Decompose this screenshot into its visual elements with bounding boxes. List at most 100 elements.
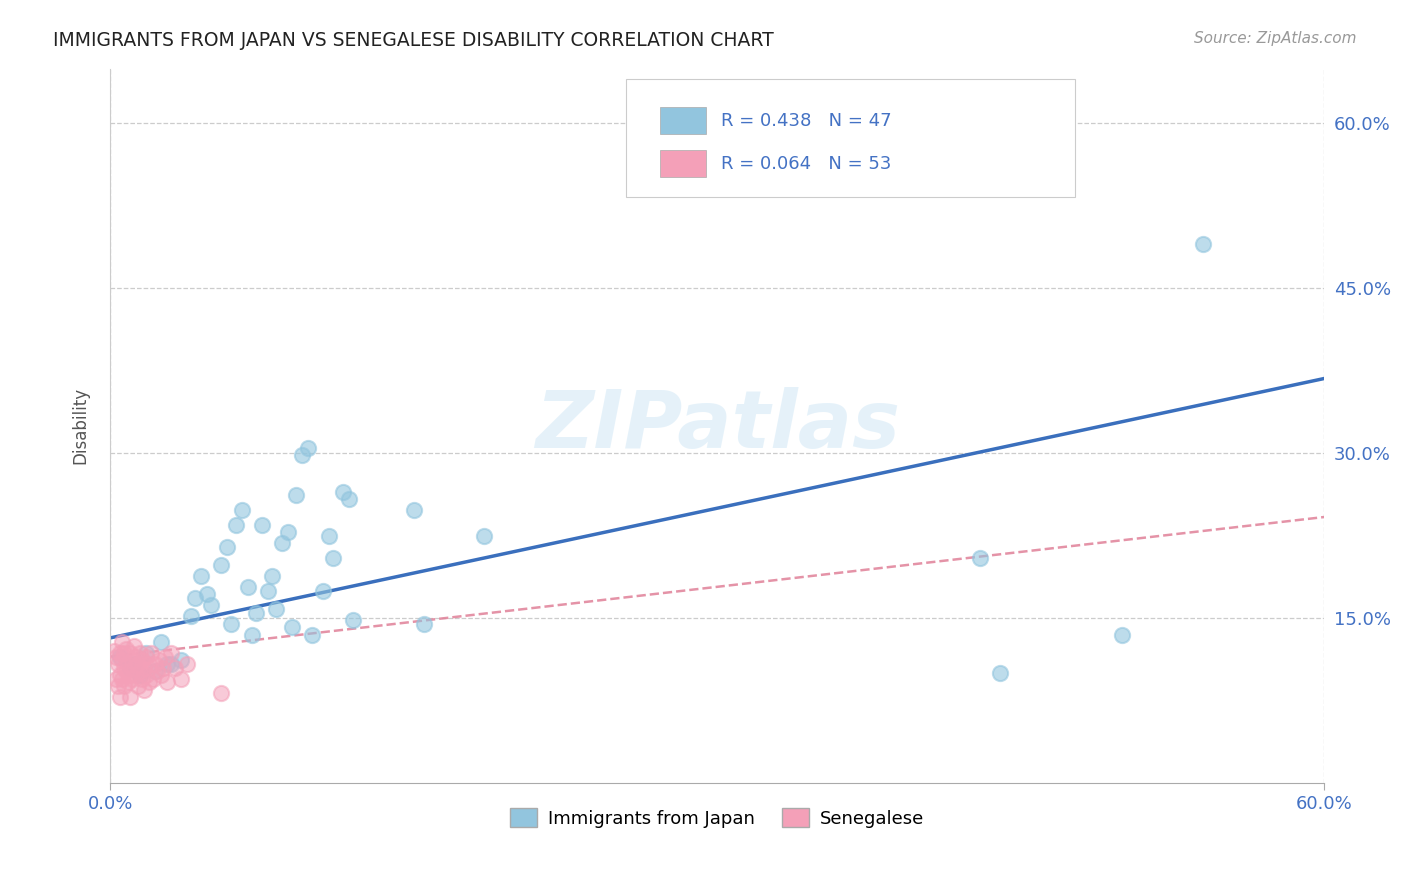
Point (250, 517, 273, 532)
Point (124, 660, 146, 674)
Point (107, 679, 129, 693)
Point (120, 660, 142, 674)
Point (105, 672, 128, 686)
Point (127, 657, 149, 672)
Point (412, 616, 434, 631)
Point (990, 666, 1012, 681)
Point (474, 529, 496, 543)
Point (225, 517, 247, 532)
Point (152, 660, 174, 674)
Point (108, 668, 131, 682)
Point (149, 668, 172, 682)
Point (153, 649, 176, 664)
Point (260, 569, 283, 583)
Point (111, 653, 134, 667)
Point (180, 609, 202, 624)
Point (209, 686, 232, 700)
Point (190, 569, 212, 583)
Point (120, 646, 142, 660)
Point (143, 657, 166, 672)
Point (135, 649, 157, 664)
Point (112, 646, 135, 660)
Point (402, 503, 425, 517)
Text: Source: ZipAtlas.com: Source: ZipAtlas.com (1194, 31, 1357, 46)
Point (156, 674, 179, 689)
Point (124, 657, 146, 672)
Point (342, 613, 364, 627)
Point (143, 664, 166, 678)
Point (142, 672, 165, 686)
Point (111, 635, 134, 649)
Point (337, 492, 360, 507)
Legend: Immigrants from Japan, Senegalese: Immigrants from Japan, Senegalese (503, 801, 931, 835)
Point (311, 583, 333, 598)
Point (163, 660, 186, 674)
Point (135, 646, 157, 660)
Point (318, 529, 340, 543)
Point (111, 672, 134, 686)
Point (1191, 237, 1213, 252)
Point (149, 635, 172, 649)
Point (139, 646, 162, 660)
Point (159, 646, 181, 660)
Point (134, 682, 156, 697)
Point (297, 441, 319, 455)
Point (131, 672, 153, 686)
Point (134, 660, 156, 674)
Text: ZIPatlas: ZIPatlas (534, 387, 900, 465)
Point (125, 668, 148, 682)
Point (115, 642, 138, 657)
Text: IMMIGRANTS FROM JAPAN VS SENEGALESE DISABILITY CORRELATION CHART: IMMIGRANTS FROM JAPAN VS SENEGALESE DISA… (53, 31, 775, 50)
Point (240, 627, 263, 641)
Point (277, 525, 299, 540)
Point (184, 591, 207, 606)
Text: R = 0.064   N = 53: R = 0.064 N = 53 (721, 154, 891, 172)
Point (332, 484, 354, 499)
Point (121, 672, 143, 686)
Point (107, 657, 129, 672)
Point (159, 657, 181, 672)
Point (217, 540, 239, 554)
Point (103, 644, 125, 658)
Point (112, 679, 135, 693)
Point (236, 580, 259, 594)
Point (120, 690, 142, 705)
Point (156, 657, 179, 672)
Point (131, 653, 153, 667)
Point (257, 583, 280, 598)
Point (301, 627, 323, 641)
Point (281, 620, 304, 634)
Point (138, 657, 160, 672)
Point (108, 649, 131, 664)
Point (245, 606, 267, 620)
Point (322, 550, 344, 565)
Point (969, 550, 991, 565)
Point (125, 649, 148, 664)
Point (117, 674, 139, 689)
Point (264, 602, 287, 616)
Point (221, 616, 243, 631)
Point (124, 639, 146, 653)
Point (170, 653, 193, 667)
Point (145, 664, 167, 678)
Point (209, 558, 232, 573)
Y-axis label: Disability: Disability (72, 387, 89, 465)
Point (195, 587, 218, 601)
Point (271, 536, 294, 550)
Point (115, 664, 138, 678)
Point (291, 449, 314, 463)
Point (170, 672, 193, 686)
Point (231, 503, 253, 517)
Point (129, 664, 152, 678)
Point (108, 690, 131, 705)
Point (112, 660, 135, 674)
Point (285, 488, 308, 502)
Point (108, 646, 131, 660)
Point (176, 657, 198, 672)
Point (135, 668, 157, 682)
Bar (659, 107, 706, 135)
Point (105, 649, 128, 664)
Point (129, 668, 152, 682)
Text: R = 0.438   N = 47: R = 0.438 N = 47 (721, 112, 891, 129)
Point (127, 679, 149, 693)
